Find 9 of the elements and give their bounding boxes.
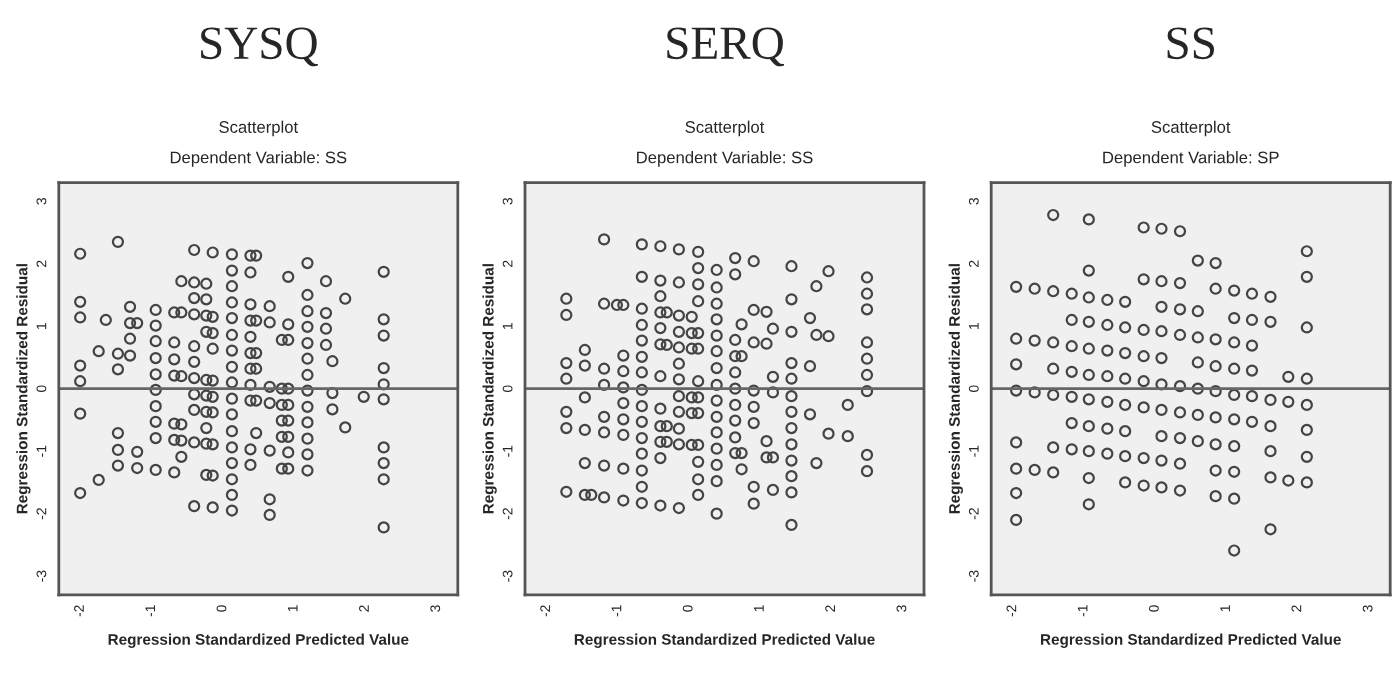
chart-title: SS [1167, 27, 1215, 60]
chart-subtitle: Scatterplot [685, 120, 765, 137]
chart-subtitle: Scatterplot [219, 120, 299, 137]
chart-subtitle: Scatterplot [1151, 120, 1231, 137]
text: Dependent Variable: SP [1103, 151, 1279, 167]
text: Dependent Variable: SS [637, 151, 813, 167]
chart-title: SERQ [667, 27, 785, 67]
text: Dependent Variable: SS [170, 151, 347, 167]
chart-title: SYSQ [201, 27, 318, 67]
